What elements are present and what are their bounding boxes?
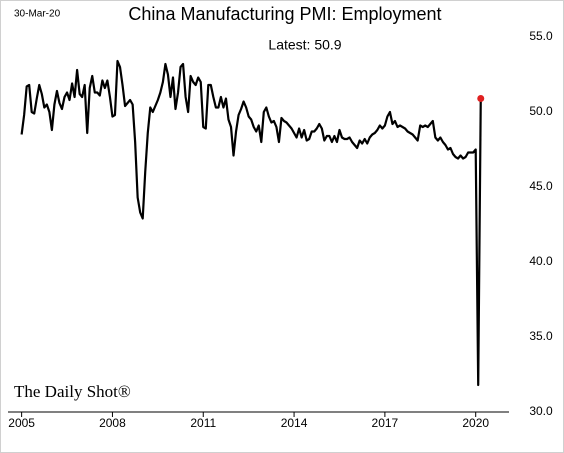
source-watermark: The Daily Shot®: [14, 382, 131, 401]
chart-title: China Manufacturing PMI: Employment: [128, 4, 441, 24]
x-tick-label: 2017: [372, 416, 399, 430]
data-line: [20, 59, 482, 387]
y-tick-label: 45.0: [529, 179, 553, 193]
x-tick-label: 2014: [281, 416, 308, 430]
latest-point: [477, 95, 485, 102]
x-tick-label: 2005: [8, 416, 35, 430]
x-tick-label: 2011: [190, 416, 216, 430]
x-tick-label: 2008: [99, 416, 126, 430]
x-tick-label: 2020: [462, 416, 489, 430]
annotation: Latest: 50.9: [268, 37, 341, 53]
y-tick-label: 35.0: [529, 329, 553, 343]
y-tick-label: 40.0: [529, 254, 553, 268]
y-tick-label: 55.0: [529, 29, 553, 43]
y-tick-label: 50.0: [529, 104, 553, 118]
date-label: 30-Mar-20: [14, 9, 61, 20]
y-tick-label: 30.0: [529, 404, 553, 418]
